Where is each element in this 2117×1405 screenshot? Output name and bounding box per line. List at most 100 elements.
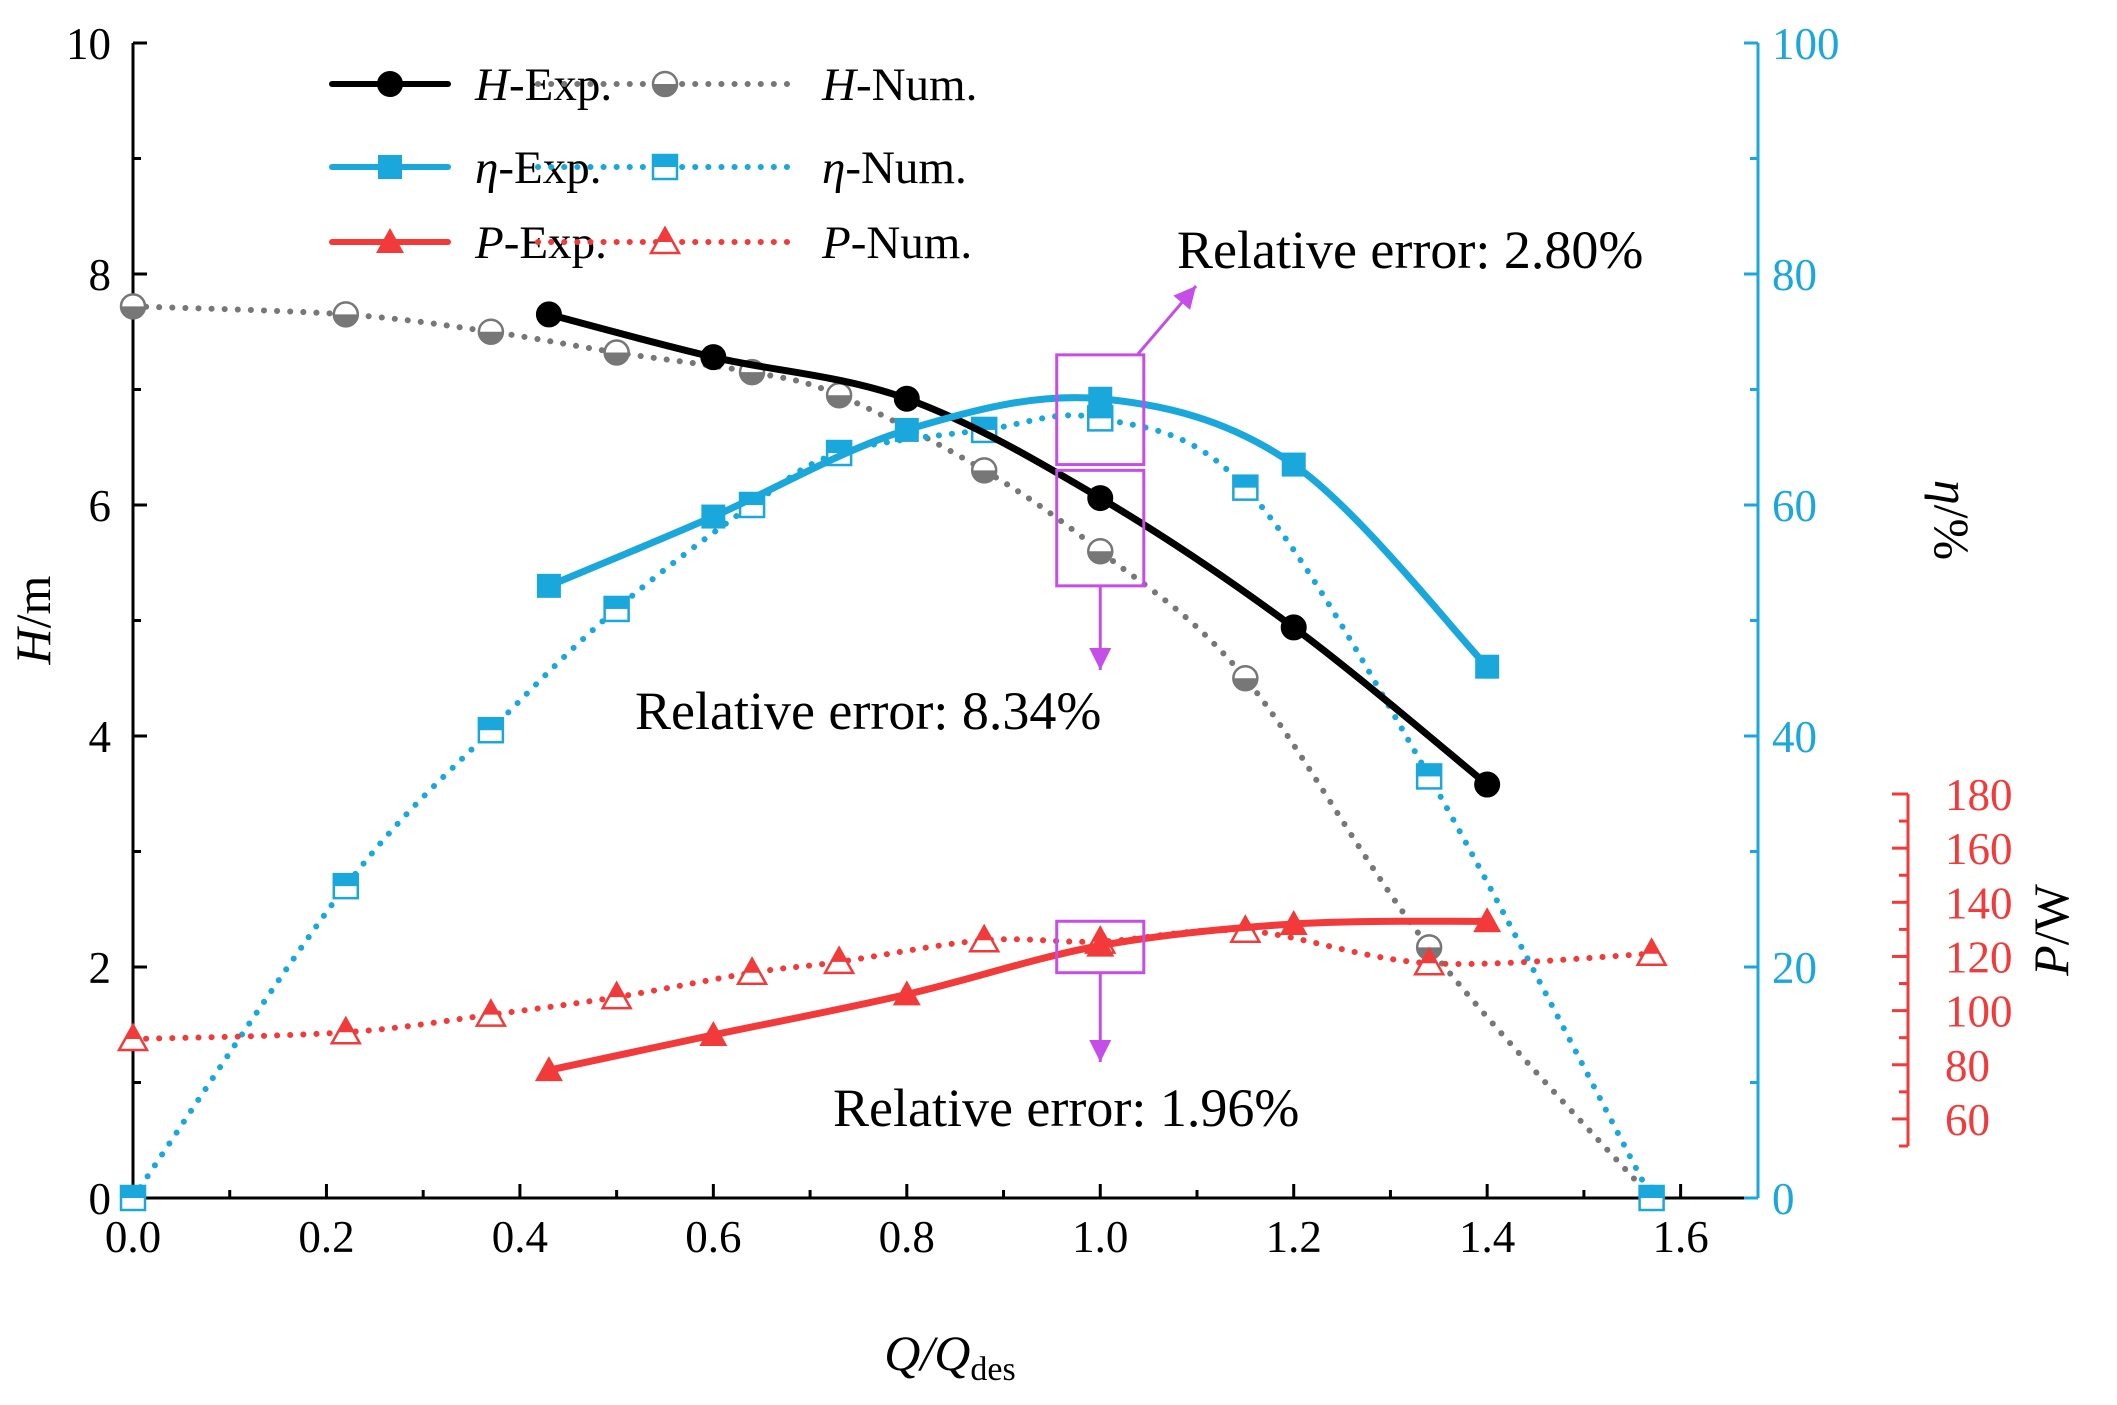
line-p-exp bbox=[545, 917, 1491, 1074]
point-h-exp bbox=[1474, 771, 1501, 798]
legend-label: H-Num. bbox=[821, 59, 977, 111]
line-h-num bbox=[130, 303, 1655, 1201]
legend-label: η-Num. bbox=[822, 142, 967, 194]
marker-shape bbox=[1088, 386, 1113, 411]
marker-fill bbox=[1639, 1186, 1664, 1198]
h-tick-label: 8 bbox=[89, 250, 112, 300]
marker-fill bbox=[121, 306, 145, 319]
x-tick-label: 0.8 bbox=[879, 1212, 935, 1262]
p-tick-label: 120 bbox=[1945, 932, 2013, 982]
point-p-num bbox=[1635, 937, 1668, 967]
point-h-num bbox=[477, 318, 505, 345]
point-h-exp bbox=[1280, 614, 1307, 641]
arrow-head bbox=[1089, 648, 1112, 670]
point-p-num bbox=[822, 945, 856, 975]
point-p-exp bbox=[534, 1056, 563, 1082]
annotation-eta: Relative error: 2.80% bbox=[1177, 220, 1643, 280]
h-tick-label: 6 bbox=[89, 481, 112, 531]
highlight-box-eta bbox=[1055, 353, 1146, 467]
arrow-h bbox=[1089, 585, 1112, 670]
arrow-eta bbox=[1136, 285, 1198, 355]
marker-fill bbox=[972, 470, 997, 483]
series-p-exp bbox=[534, 907, 1502, 1082]
point-h-num bbox=[970, 457, 998, 484]
marker-shape bbox=[378, 155, 402, 179]
point-h-num bbox=[119, 293, 147, 320]
arrow-head bbox=[1089, 1040, 1112, 1062]
p-tick-label: 80 bbox=[1945, 1041, 1990, 1091]
point-h-exp bbox=[700, 344, 727, 371]
x-axis-title: Q/Qdes bbox=[884, 1325, 1015, 1388]
marker-fill bbox=[126, 1025, 140, 1040]
point-eta-num bbox=[1638, 1184, 1665, 1212]
legend-entry: H-Exp. bbox=[329, 59, 612, 111]
point-h-exp bbox=[893, 385, 920, 412]
marker-fill bbox=[1644, 939, 1659, 954]
legend-entry: P-Num. bbox=[535, 217, 972, 269]
eta-tick-label: 60 bbox=[1772, 481, 1817, 531]
point-eta-num bbox=[1232, 474, 1259, 501]
p-tick-label: 60 bbox=[1945, 1095, 1990, 1145]
marker-fill bbox=[1417, 764, 1442, 777]
marker-shape bbox=[700, 344, 727, 371]
legend-label: P-Num. bbox=[821, 217, 972, 269]
marker-shape bbox=[701, 504, 726, 529]
marker-shape bbox=[1280, 614, 1307, 641]
marker-fill bbox=[658, 228, 672, 242]
point-p-num bbox=[968, 923, 1001, 953]
marker-shape bbox=[1475, 654, 1500, 679]
marker-shape bbox=[892, 980, 921, 1006]
point-p-num bbox=[474, 998, 508, 1027]
marker-shape bbox=[1087, 485, 1114, 512]
marker-fill bbox=[483, 1000, 498, 1015]
h-tick-label: 10 bbox=[66, 19, 111, 69]
point-p-num bbox=[735, 956, 769, 985]
point-p-num bbox=[116, 1022, 150, 1052]
point-eta-exp bbox=[536, 573, 561, 598]
point-eta-exp bbox=[1281, 452, 1306, 477]
marker-fill bbox=[1233, 475, 1258, 488]
line-p-num bbox=[130, 927, 1655, 1043]
annotation-p: Relative error: 1.96% bbox=[833, 1078, 1299, 1138]
point-p-num bbox=[600, 980, 633, 1010]
point-eta-num bbox=[477, 716, 505, 744]
point-p-exp bbox=[1279, 909, 1308, 935]
legend-label: η-Exp. bbox=[475, 142, 601, 194]
marker-shape bbox=[376, 228, 404, 253]
marker-fill bbox=[1088, 551, 1113, 564]
h-tick-label: 2 bbox=[89, 943, 112, 993]
point-eta-num bbox=[119, 1184, 147, 1212]
marker-fill bbox=[609, 983, 624, 998]
eta-tick-label: 20 bbox=[1772, 943, 1817, 993]
p-axis-title: P/W bbox=[2023, 883, 2079, 976]
marker-fill bbox=[121, 1186, 145, 1198]
marker-fill bbox=[1422, 949, 1437, 964]
x-tick-label: 1.2 bbox=[1266, 1212, 1322, 1262]
point-h-exp bbox=[1087, 485, 1114, 512]
point-eta-exp bbox=[701, 504, 726, 529]
marker-shape bbox=[699, 1020, 728, 1046]
point-h-num bbox=[332, 301, 360, 328]
point-p-exp bbox=[1473, 907, 1502, 933]
marker-fill bbox=[478, 718, 503, 731]
point-p-exp bbox=[892, 980, 921, 1006]
annotation-h: Relative error: 8.34% bbox=[635, 681, 1101, 741]
marker-fill bbox=[977, 926, 992, 941]
marker-fill bbox=[333, 314, 358, 327]
marker-shape bbox=[1086, 931, 1115, 957]
point-eta-num bbox=[332, 872, 360, 900]
marker-fill bbox=[333, 874, 358, 887]
marker-shape bbox=[536, 573, 561, 598]
h-axis-title: H/m bbox=[5, 575, 61, 665]
legend-marker bbox=[377, 71, 403, 97]
marker-fill bbox=[604, 352, 629, 365]
point-p-num bbox=[1412, 946, 1446, 976]
p-tick-label: 160 bbox=[1945, 824, 2013, 874]
marker-shape bbox=[1279, 909, 1308, 935]
eta-tick-label: 40 bbox=[1772, 712, 1817, 762]
legend-marker bbox=[648, 225, 682, 255]
marker-fill bbox=[1233, 678, 1258, 691]
point-p-num bbox=[329, 1015, 362, 1045]
marker-shape bbox=[377, 71, 403, 97]
